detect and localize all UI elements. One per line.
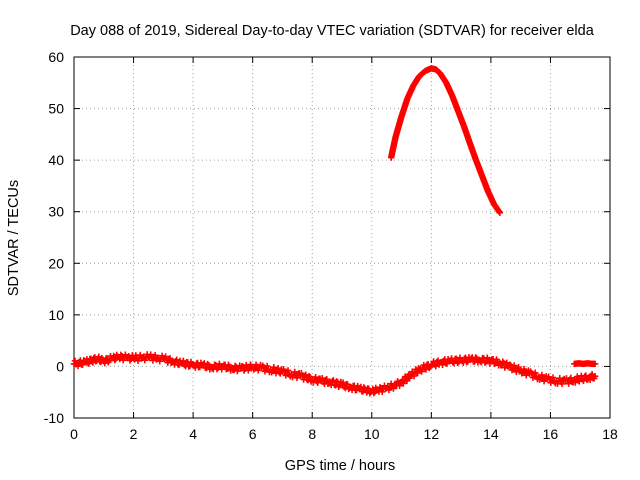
y-tick-label: 60 bbox=[48, 49, 64, 65]
data-point bbox=[591, 360, 599, 368]
y-tick-label: 50 bbox=[48, 101, 64, 117]
chart-title: Day 088 of 2019, Sidereal Day-to-day VTE… bbox=[70, 23, 595, 39]
data-point bbox=[544, 373, 559, 387]
x-tick-label: 18 bbox=[602, 426, 618, 442]
data-points bbox=[70, 65, 599, 397]
data-point bbox=[160, 353, 175, 367]
data-point bbox=[466, 354, 482, 366]
x-tick-label: 2 bbox=[130, 426, 138, 442]
data-point bbox=[457, 354, 473, 366]
data-point bbox=[437, 70, 449, 86]
y-tick-label: 40 bbox=[48, 152, 64, 168]
plot-frame bbox=[73, 56, 611, 419]
grid bbox=[74, 57, 610, 418]
data-point bbox=[428, 357, 443, 370]
data-point bbox=[496, 209, 504, 216]
x-tick-label: 14 bbox=[483, 426, 499, 442]
x-tick-label: 4 bbox=[189, 426, 197, 442]
data-point bbox=[387, 134, 399, 161]
data-point bbox=[198, 360, 214, 373]
data-point bbox=[145, 351, 160, 364]
data-point bbox=[374, 382, 389, 396]
data-point bbox=[338, 379, 354, 393]
y-tick-labels: -10 0 10 20 30 40 50 60 bbox=[44, 49, 64, 426]
y-tick-label: 0 bbox=[56, 358, 64, 374]
data-point bbox=[392, 378, 404, 389]
data-point bbox=[139, 351, 151, 364]
data-point bbox=[466, 140, 479, 163]
data-point bbox=[505, 361, 523, 376]
y-tick-label: -10 bbox=[44, 410, 64, 426]
x-tick-labels: 0 2 4 6 8 10 12 14 16 18 bbox=[70, 426, 618, 442]
data-point bbox=[577, 372, 592, 385]
data-point bbox=[347, 382, 362, 394]
y-axis-label: SDTVAR / TECUs bbox=[6, 180, 22, 296]
data-point bbox=[478, 172, 491, 194]
data-point bbox=[487, 356, 502, 369]
data-point bbox=[94, 353, 106, 366]
data-point bbox=[207, 360, 225, 373]
data-point bbox=[446, 354, 464, 367]
x-tick-label: 6 bbox=[249, 426, 257, 442]
data-point bbox=[297, 370, 315, 385]
x-tick-label: 12 bbox=[424, 426, 440, 442]
x-tick-label: 16 bbox=[543, 426, 559, 442]
series-1 bbox=[387, 65, 504, 216]
x-tick-label: 10 bbox=[364, 426, 380, 442]
data-point bbox=[326, 377, 345, 390]
axis-ticks bbox=[73, 56, 611, 419]
data-point bbox=[228, 362, 243, 375]
y-tick-label: 10 bbox=[48, 307, 64, 323]
data-point bbox=[448, 92, 461, 114]
data-point bbox=[591, 373, 599, 380]
y-tick-label: 20 bbox=[48, 255, 64, 271]
series-2 bbox=[571, 360, 599, 368]
y-tick-label: 30 bbox=[48, 204, 64, 220]
series-0 bbox=[70, 351, 599, 397]
data-point bbox=[178, 357, 196, 370]
x-axis-label: GPS time / hours bbox=[285, 458, 395, 474]
x-tick-label: 0 bbox=[70, 426, 78, 442]
x-tick-label: 8 bbox=[308, 426, 316, 442]
